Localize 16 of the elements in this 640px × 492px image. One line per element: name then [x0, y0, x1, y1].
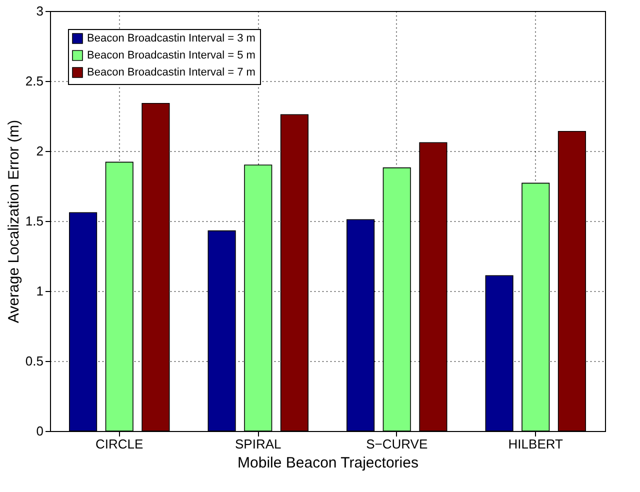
y-tick-label: 1 [36, 284, 44, 298]
x-tick-label: CIRCLE [96, 436, 144, 452]
x-axis-title: Mobile Beacon Trajectories [238, 454, 418, 472]
y-tick-label: 3 [36, 4, 44, 18]
x-tick-label: S−CURVE [366, 436, 428, 452]
legend-label: Beacon Broadcastin Interval = 5 m [87, 50, 256, 62]
y-tick-label: 0.5 [25, 354, 44, 368]
legend-label: Beacon Broadcastin Interval = 3 m [87, 32, 256, 44]
y-tick-label: 2.5 [25, 74, 44, 88]
x-tick-label: HILBERT [508, 436, 564, 452]
y-tick-label: 2 [36, 144, 44, 158]
y-tick-label: 1.5 [25, 214, 44, 228]
y-axis-title: Average Localization Error (m) [5, 120, 22, 324]
y-tick-label: 0 [36, 424, 44, 438]
x-tick-label: SPIRAL [235, 436, 282, 452]
legend-label: Beacon Broadcastin Interval = 7 m [87, 66, 256, 78]
